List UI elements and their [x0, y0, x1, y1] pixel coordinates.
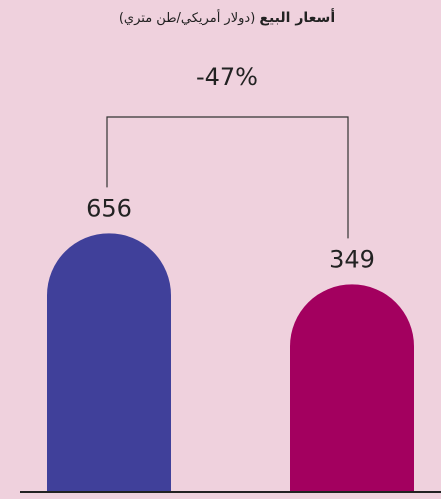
- title-main: أسعار البيع: [259, 8, 335, 26]
- bar: [47, 233, 171, 492]
- bar: [290, 284, 414, 492]
- value-label: 656: [86, 194, 132, 222]
- value-label: 349: [329, 245, 375, 273]
- change-bracket: [106, 116, 349, 239]
- chart-title: أسعار البيع (دولار أمريكي/طن متري): [119, 8, 335, 26]
- title-unit: (دولار أمريكي/طن متري): [119, 9, 255, 26]
- change-annotation: -47%: [196, 63, 258, 91]
